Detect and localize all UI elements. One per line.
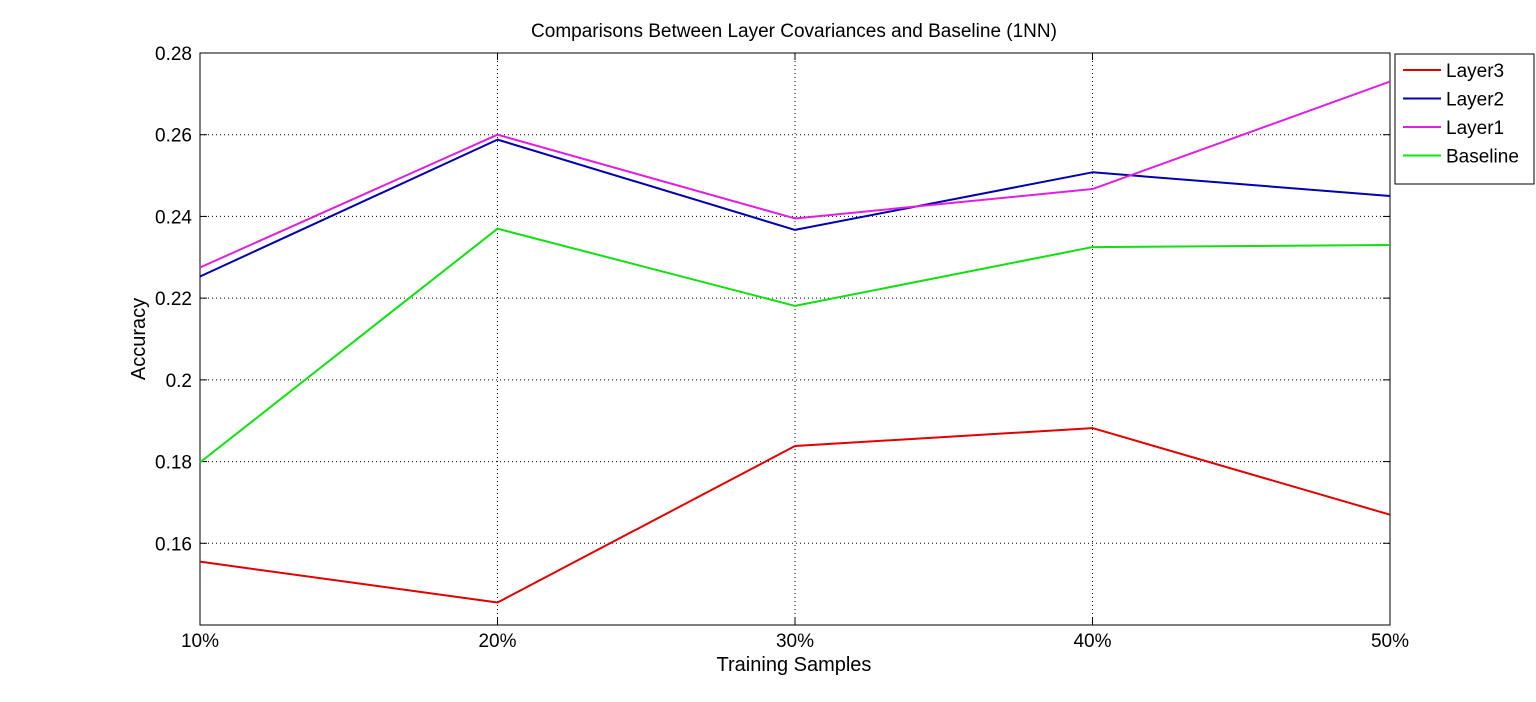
y-tick-label: 0.18 xyxy=(155,453,192,474)
legend-label-layer1: Layer1 xyxy=(1446,118,1504,139)
x-axis-label: Training Samples xyxy=(717,654,872,676)
plot-area-frame xyxy=(199,52,1391,626)
y-axis-label: Accuracy xyxy=(128,298,150,380)
x-tick-label: 50% xyxy=(1371,631,1409,652)
series-line-baseline xyxy=(199,227,1391,464)
chart-title: Comparisons Between Layer Covariances an… xyxy=(531,21,1057,42)
y-tick-label: 0.24 xyxy=(155,207,192,228)
x-tick-label: 40% xyxy=(1073,631,1111,652)
series-line-layer2 xyxy=(199,138,1391,278)
y-tick-label: 0.16 xyxy=(155,534,192,555)
y-tick-label: 0.28 xyxy=(155,44,192,65)
x-tick-label: 10% xyxy=(181,631,219,652)
series-group xyxy=(199,80,1391,604)
legend-label-layer2: Layer2 xyxy=(1446,90,1504,111)
legend-label-layer3: Layer3 xyxy=(1446,61,1504,82)
y-axis-ticks: 0.16 0.18 0.2 0.22 0.24 0.26 0.28 xyxy=(155,44,1390,555)
legend: Layer3 Layer2 Layer1 Baseline xyxy=(1394,53,1535,185)
x-tick-label: 30% xyxy=(776,631,814,652)
series-line-layer1 xyxy=(199,80,1391,269)
x-axis-ticks: 10% 20% 30% 40% 50% xyxy=(181,53,1409,652)
series-line-layer3 xyxy=(199,427,1391,604)
x-tick-label: 20% xyxy=(478,631,516,652)
grid xyxy=(200,53,1390,625)
legend-box xyxy=(1394,53,1535,185)
legend-label-baseline: Baseline xyxy=(1446,147,1519,168)
y-tick-label: 0.26 xyxy=(155,126,192,147)
y-tick-label: 0.2 xyxy=(166,371,192,392)
y-tick-label: 0.22 xyxy=(155,289,192,310)
